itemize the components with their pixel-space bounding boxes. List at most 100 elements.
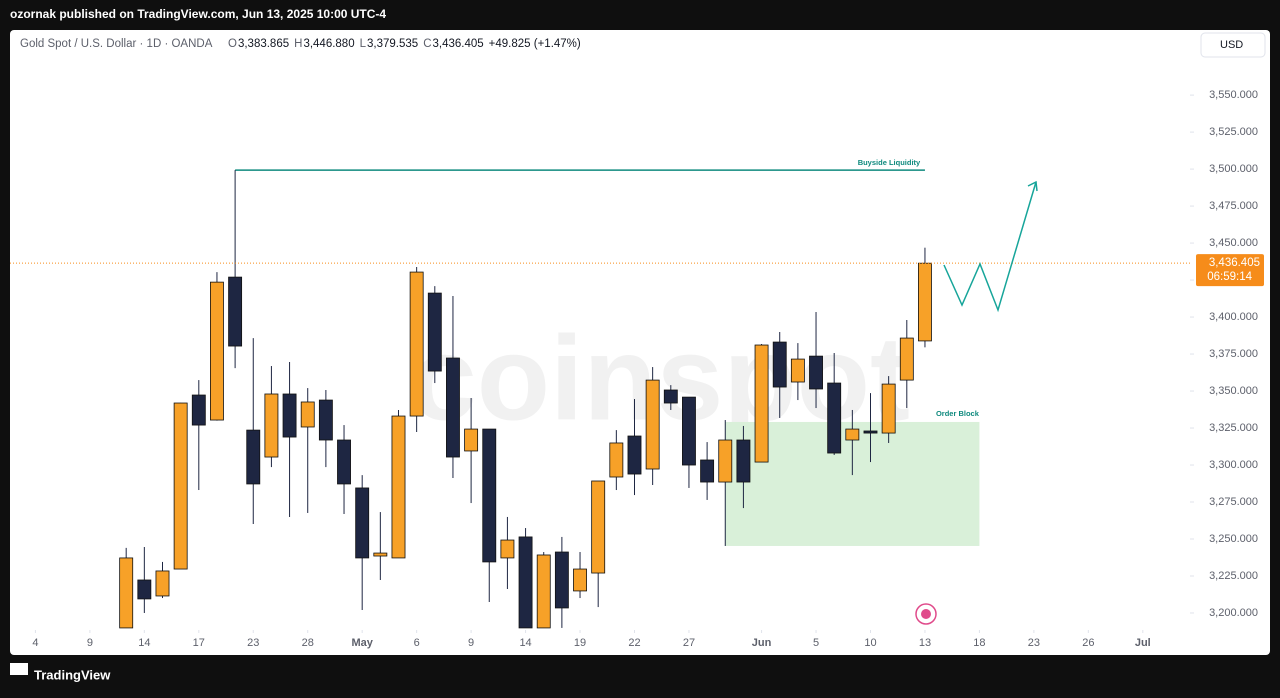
candle-body: [155, 570, 170, 597]
y-tick-label: 3,350.000: [1209, 385, 1258, 397]
candle-body: [373, 552, 388, 557]
candle-body: [627, 435, 642, 475]
candle-body: [845, 428, 860, 441]
order-block-label: Order Block: [936, 409, 980, 418]
y-tick-label: 3,550.000: [1209, 89, 1258, 101]
y-tick-label: 3,450.000: [1209, 237, 1258, 249]
tv-logo: [10, 663, 28, 675]
candle-body: [228, 276, 243, 347]
candle-body: [554, 551, 569, 609]
y-tick-label: 3,525.000: [1209, 126, 1258, 138]
candle-body: [718, 439, 733, 483]
legend-value: 3,379.535: [367, 38, 418, 50]
candle-body: [500, 539, 515, 559]
candle-body: [191, 394, 206, 426]
candle-body: [591, 480, 606, 574]
x-tick-label: 10: [864, 637, 876, 649]
candle-body: [682, 396, 696, 466]
candle-body: [645, 379, 660, 470]
y-tick-label: 3,200.000: [1209, 607, 1258, 619]
candle-body: [790, 358, 805, 383]
x-tick-label: 23: [1028, 637, 1040, 649]
x-tick-label: 22: [628, 637, 640, 649]
candle-body: [863, 430, 878, 434]
legend-key: L: [360, 38, 367, 50]
candle-body: [427, 292, 442, 372]
projection-arrowhead: [1027, 180, 1038, 192]
x-tick-label: 19: [574, 637, 586, 649]
candle-body: [899, 337, 914, 381]
x-tick-label: 14: [138, 637, 150, 649]
x-tick-label: 17: [193, 637, 205, 649]
legend-value: 3,436.405: [433, 38, 484, 50]
x-tick-label: May: [351, 637, 373, 649]
x-tick-label: 6: [414, 637, 420, 649]
candle-body: [210, 281, 224, 421]
candle-body: [827, 382, 842, 454]
candle-body: [772, 341, 787, 388]
legend-key: C: [423, 38, 431, 50]
candle-body: [318, 399, 333, 441]
y-tick-label: 3,275.000: [1209, 496, 1258, 508]
x-tick-label: 18: [973, 637, 985, 649]
candle-body: [137, 579, 152, 600]
legend-key: H: [294, 38, 302, 50]
last-price-label: 3,436.405: [1209, 257, 1260, 269]
x-tick-label: 27: [683, 637, 695, 649]
candle-body: [809, 355, 823, 390]
candle-body: [881, 383, 896, 434]
candle-body: [355, 487, 370, 559]
candle-body: [918, 262, 932, 342]
legend-value: 3,383.865: [238, 38, 289, 50]
y-tick-label: 3,300.000: [1209, 459, 1258, 471]
y-tick-label: 3,325.000: [1209, 422, 1258, 434]
candle-body: [609, 442, 624, 478]
candle-body: [173, 402, 188, 570]
y-tick-label: 3,500.000: [1209, 163, 1258, 175]
x-tick-label: 5: [813, 637, 819, 649]
y-tick-label: 3,225.000: [1209, 570, 1258, 582]
x-tick-label: 14: [519, 637, 531, 649]
candle-body: [446, 357, 460, 458]
y-tick-label: 3,475.000: [1209, 200, 1258, 212]
y-tick-label: 3,250.000: [1209, 533, 1258, 545]
legend-key: O: [228, 38, 237, 50]
candle-body: [464, 428, 479, 452]
candle-body: [736, 439, 751, 483]
x-tick-label: 9: [468, 637, 474, 649]
candle-body: [246, 429, 261, 485]
candle-body: [337, 439, 351, 485]
candle-body: [482, 428, 497, 563]
x-tick-label: 13: [919, 637, 931, 649]
candle-body: [119, 557, 134, 629]
x-tick-label: 9: [87, 637, 93, 649]
last-price-box: [1196, 254, 1264, 287]
candle-body: [700, 459, 715, 483]
event-icon-dot[interactable]: [921, 609, 931, 619]
x-tick-label: Jul: [1135, 637, 1151, 649]
candle-body: [518, 536, 533, 629]
footer-brand: TradingView: [34, 667, 111, 682]
candle-body: [282, 393, 297, 438]
countdown-label: 06:59:14: [1207, 271, 1252, 283]
publisher: ozornak published on TradingView.com, Ju…: [10, 7, 386, 21]
currency-button[interactable]: [1200, 32, 1266, 58]
legend-value: 3,446.880: [303, 38, 354, 50]
candle-body: [409, 271, 424, 417]
candle-body: [573, 568, 587, 592]
candle-body: [754, 344, 769, 463]
candle-body: [391, 415, 406, 559]
legend-change: +49.825 (+1.47%): [489, 38, 581, 50]
legend-symbol: Gold Spot / U.S. Dollar · 1D · OANDA: [20, 38, 213, 50]
candle-body: [264, 393, 279, 458]
y-tick-label: 3,400.000: [1209, 311, 1258, 323]
candle-body: [663, 389, 678, 404]
x-tick-label: 28: [302, 637, 314, 649]
candle-body: [536, 554, 551, 629]
candle-body: [300, 401, 315, 428]
x-tick-label: 26: [1082, 637, 1094, 649]
x-tick-label: Jun: [752, 637, 772, 649]
currency-label[interactable]: USD: [1220, 39, 1243, 51]
liquidity-label: Buyside Liquidity: [858, 158, 921, 167]
